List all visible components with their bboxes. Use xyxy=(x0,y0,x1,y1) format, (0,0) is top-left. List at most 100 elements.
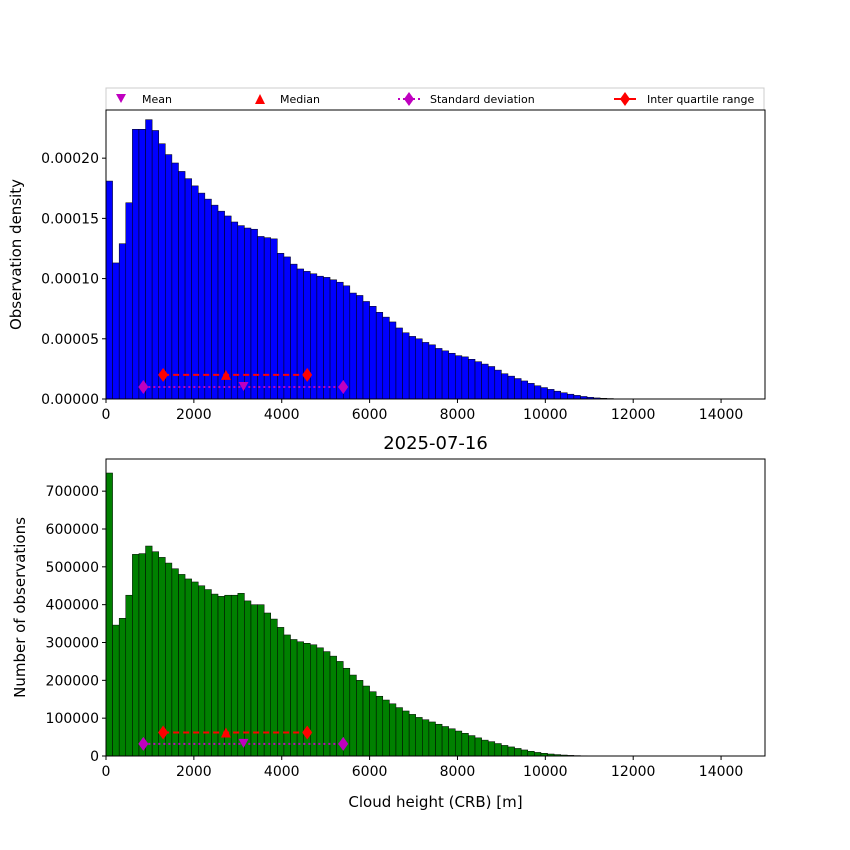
density-bar xyxy=(567,393,575,400)
density-bar xyxy=(105,180,113,400)
density-bar xyxy=(487,366,496,400)
density-bar xyxy=(428,344,436,400)
density-bar xyxy=(171,162,179,400)
count-bar xyxy=(165,562,173,757)
density-x-ticks: 0 2000 4000 6000 8000 10000 12000 14000 xyxy=(102,399,743,423)
density-mean-marker xyxy=(238,381,249,391)
count-bar xyxy=(198,585,206,757)
density-bar xyxy=(468,359,476,400)
density-bar xyxy=(237,225,245,400)
count-x-tick-label: 8000 xyxy=(440,764,476,780)
count-iqr-q1-marker xyxy=(158,725,169,740)
density-bar xyxy=(448,352,456,400)
density-bar xyxy=(573,395,581,400)
density-bar xyxy=(402,332,410,400)
count-stat-markers xyxy=(138,725,349,751)
density-bar xyxy=(547,389,555,400)
count-bar xyxy=(461,733,469,757)
count-bar xyxy=(138,553,146,757)
count-bar xyxy=(408,714,416,757)
density-bar xyxy=(527,383,535,400)
count-bar xyxy=(375,695,384,757)
density-bar xyxy=(455,355,463,400)
count-bar xyxy=(494,743,502,757)
count-y-tick-label: 200000 xyxy=(46,673,99,689)
count-axes-frame xyxy=(105,458,766,757)
count-x-tick-label: 2000 xyxy=(176,764,212,780)
legend-iqr-marker xyxy=(620,92,630,106)
count-x-tick-label: 4000 xyxy=(264,764,300,780)
count-bar xyxy=(441,726,449,757)
density-bar xyxy=(415,338,423,400)
count-bar xyxy=(474,737,482,757)
count-bar xyxy=(435,723,443,757)
density-y-tick-label: 0.00015 xyxy=(41,211,99,227)
density-bar xyxy=(230,221,239,400)
density-bar xyxy=(494,369,502,400)
density-x-tick-label: 10000 xyxy=(523,407,568,423)
density-bar xyxy=(520,380,529,400)
count-bar xyxy=(270,618,278,757)
count-bar xyxy=(349,674,357,757)
density-bar xyxy=(178,171,186,400)
density-y-axis-label: Observation density xyxy=(7,179,25,330)
count-bar xyxy=(534,752,542,757)
density-bar xyxy=(290,263,298,400)
density-bar xyxy=(375,312,384,400)
count-bar xyxy=(507,746,515,757)
count-bar xyxy=(184,578,192,757)
count-x-tick-label: 0 xyxy=(102,764,111,780)
legend-std-marker xyxy=(404,92,414,106)
count-bar xyxy=(527,751,535,757)
density-bar xyxy=(277,253,285,400)
density-bar xyxy=(191,185,199,400)
density-x-tick-label: 12000 xyxy=(611,407,656,423)
legend-entry-median: Median xyxy=(255,93,320,106)
count-y-axis-label: Number of observations xyxy=(11,517,29,698)
count-chart-title: 2025-07-16 xyxy=(383,433,488,454)
count-bar xyxy=(316,647,324,757)
density-bar xyxy=(329,279,337,400)
density-bar xyxy=(316,275,324,400)
legend-iqr-label: Inter quartile range xyxy=(647,93,754,106)
count-x-tick-label: 14000 xyxy=(699,764,744,780)
count-bar xyxy=(329,655,337,757)
count-bars xyxy=(105,472,634,757)
density-bar xyxy=(158,143,166,400)
count-std-low-marker xyxy=(138,736,149,751)
count-x-tick-label: 12000 xyxy=(611,764,656,780)
count-bar xyxy=(290,639,298,757)
density-bar xyxy=(118,243,127,400)
count-x-axis-label: Cloud height (CRB) [m] xyxy=(348,793,522,811)
legend-entry-iqr: Inter quartile range xyxy=(614,92,754,106)
density-x-tick-label: 2000 xyxy=(176,407,212,423)
density-bar xyxy=(145,119,153,400)
density-bar xyxy=(474,361,482,400)
density-bar xyxy=(296,268,304,400)
density-bar xyxy=(204,198,212,400)
count-bar xyxy=(323,651,331,757)
density-axes-frame xyxy=(105,109,766,400)
density-y-tick-label: 0.00005 xyxy=(41,332,99,348)
density-y-tick-label: 0.00000 xyxy=(41,392,99,408)
count-x-tick-label: 6000 xyxy=(352,764,388,780)
count-bar xyxy=(369,691,377,757)
count-x-ticks: 0 2000 4000 6000 8000 10000 12000 14000 xyxy=(102,756,744,780)
density-std-high-marker xyxy=(338,379,349,394)
count-bar xyxy=(520,749,529,757)
density-bar xyxy=(323,277,331,400)
density-bar xyxy=(362,301,370,400)
count-bar xyxy=(158,557,166,757)
count-y-tick-label: 400000 xyxy=(46,598,99,614)
count-bar xyxy=(105,472,113,757)
count-bar xyxy=(455,730,463,757)
density-bar xyxy=(408,336,416,400)
density-y-ticks: 0.00000 0.00005 0.00010 0.00015 0.00020 xyxy=(41,151,106,408)
density-bar xyxy=(132,129,140,400)
count-y-ticks: 0 100000 200000 300000 400000 500000 600000 700… xyxy=(46,484,106,765)
count-y-tick-label: 600000 xyxy=(46,522,99,538)
count-bar xyxy=(145,545,153,757)
density-bar xyxy=(217,210,225,400)
count-bar xyxy=(118,618,127,757)
